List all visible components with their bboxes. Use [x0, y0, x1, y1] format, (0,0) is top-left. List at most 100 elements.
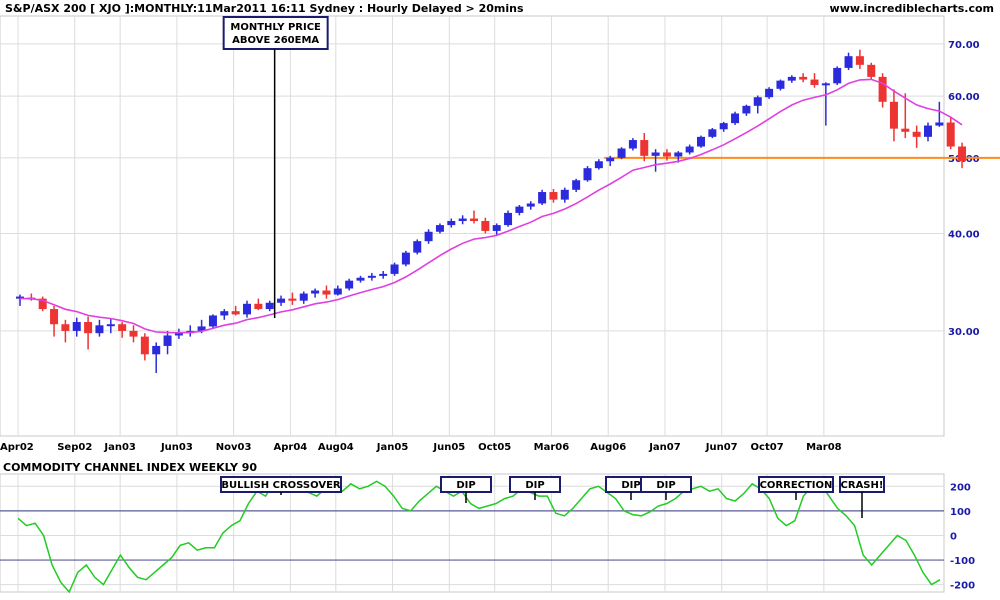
cci-y-tick-label: 0: [950, 531, 957, 542]
cci-y-ticks: 200 100 0 -100 -200: [950, 482, 975, 591]
candle-body: [526, 203, 535, 207]
chart-title: S&P/ASX 200 [ XJO ]:MONTHLY:11Mar2011 16…: [5, 2, 524, 15]
candle-body: [492, 225, 501, 231]
candle-body: [333, 288, 342, 295]
cci-y-tick-label: 200: [950, 482, 971, 493]
x-tick-label: Mar06: [534, 442, 570, 453]
candle: [640, 133, 649, 162]
x-tick-label: Jun03: [160, 442, 193, 453]
candle-body: [946, 122, 955, 147]
candle: [662, 149, 671, 161]
candle: [753, 95, 762, 114]
candle-body: [572, 180, 581, 190]
candle: [572, 178, 581, 193]
candle-body: [50, 309, 59, 325]
candle-body: [719, 123, 728, 130]
candle: [526, 201, 535, 210]
x-tick-label: Oct07: [751, 442, 784, 453]
candle: [61, 319, 70, 343]
cci-annotation-label: CORRECTION: [760, 480, 833, 491]
annotation-label: MONTHLY PRICE: [230, 22, 321, 33]
candle-body: [208, 315, 217, 327]
candle: [288, 292, 297, 305]
candle-body: [606, 157, 615, 162]
candle: [719, 121, 728, 132]
candle-body: [810, 79, 819, 85]
candle-body: [231, 311, 240, 315]
candle: [844, 52, 853, 71]
cci-annotation-label: DIP: [656, 480, 675, 491]
candle: [651, 149, 660, 172]
candle-body: [401, 252, 410, 265]
candle: [356, 275, 365, 283]
x-tick-label: Oct05: [478, 442, 511, 453]
candle-body: [799, 76, 808, 80]
candle: [867, 62, 876, 80]
candle: [265, 300, 274, 312]
candle: [504, 210, 513, 227]
candle: [95, 319, 104, 337]
candle-body: [61, 324, 70, 331]
candle: [311, 288, 320, 298]
price-x-ticks: Apr02 Sep02 Jan03 Jun03 Nov03 Apr04 Aug04 Jan05…: [0, 442, 842, 453]
candle-body: [379, 273, 388, 276]
candle: [140, 333, 149, 361]
candle-body: [197, 326, 206, 331]
candle: [277, 295, 286, 306]
candle: [118, 322, 127, 338]
candle: [833, 66, 842, 85]
candle-body: [311, 290, 320, 294]
candle: [16, 294, 24, 306]
candle-body: [549, 192, 558, 200]
cci-panel: COMMODITY CHANNEL INDEX WEEKLY 90 200 100…: [0, 461, 975, 594]
candle: [810, 73, 819, 88]
candle-body: [356, 277, 365, 281]
x-tick-label: Jan05: [376, 442, 409, 453]
candle-body: [72, 322, 81, 331]
x-tick-label: Jun05: [432, 442, 465, 453]
candle-body: [345, 280, 354, 289]
candle: [799, 73, 808, 83]
candle-body: [685, 146, 694, 153]
candle-body: [560, 189, 569, 200]
candle: [424, 229, 433, 244]
candle-body: [617, 148, 626, 158]
candle: [958, 142, 967, 169]
candle-body: [435, 225, 444, 232]
candle-body: [731, 113, 740, 124]
candle: [72, 317, 81, 337]
candle: [470, 210, 478, 224]
candle-body: [753, 97, 762, 106]
candle: [106, 318, 115, 334]
cci-annotation-label: BULLISH CROSSOVER: [221, 480, 341, 491]
candle: [50, 305, 59, 337]
candle: [163, 330, 172, 355]
cci-annotation-label: DIP: [621, 480, 640, 491]
candle: [776, 79, 785, 91]
candle: [208, 314, 217, 329]
candle-body: [765, 88, 774, 98]
candle-body: [538, 192, 547, 204]
candle: [435, 223, 444, 234]
x-tick-label: Aug04: [318, 442, 354, 453]
candle: [458, 215, 467, 225]
candle-body: [515, 206, 524, 213]
cci-y-tick-label: -100: [950, 556, 975, 567]
candle-body: [118, 324, 127, 331]
candle: [231, 305, 240, 316]
candle-body: [95, 325, 104, 334]
price-y-tick-label: 60.00: [948, 92, 980, 103]
candle: [413, 239, 422, 255]
x-tick-label: Mar08: [806, 442, 842, 453]
candle-body: [470, 218, 478, 221]
candle-body: [220, 311, 229, 316]
candle: [617, 147, 626, 160]
candle: [708, 128, 717, 139]
candle-body: [924, 125, 932, 137]
site-link[interactable]: www.incrediblecharts.com: [830, 2, 994, 15]
candle-body: [640, 140, 649, 156]
candle: [697, 135, 705, 148]
candle-body: [651, 152, 660, 156]
x-tick-label: Apr04: [274, 442, 308, 453]
